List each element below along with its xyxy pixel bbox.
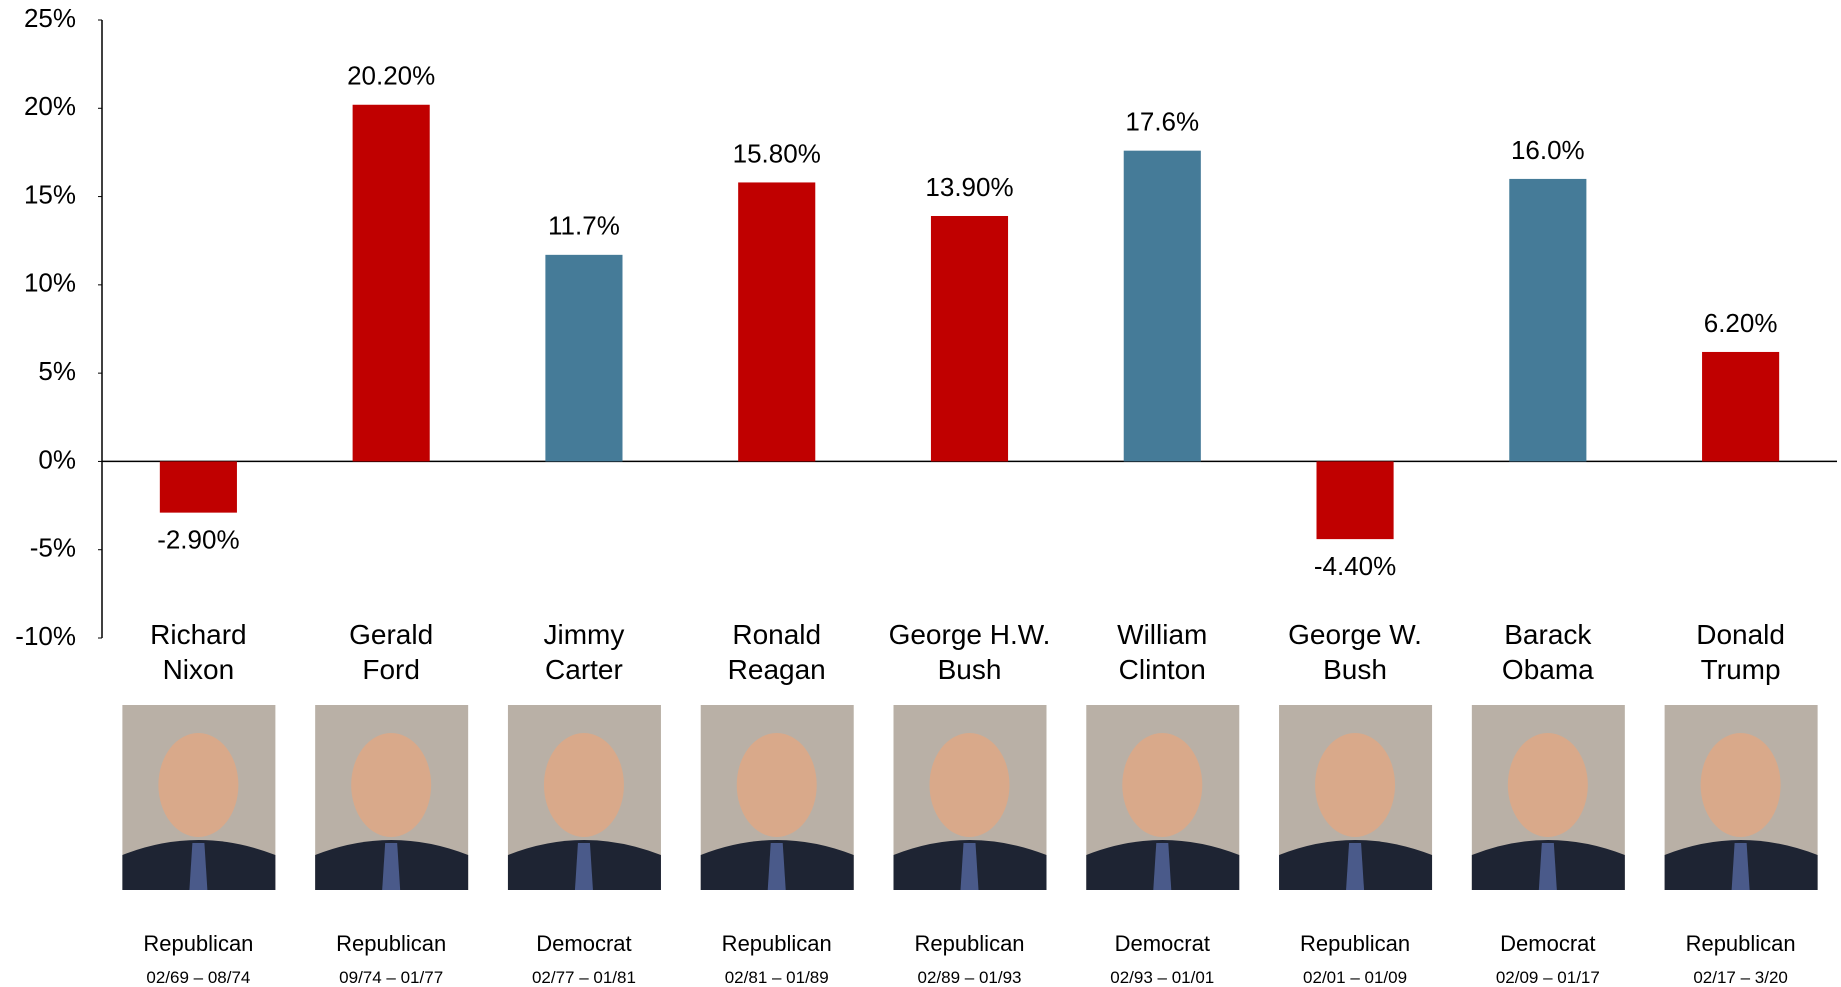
party: Republican bbox=[1300, 931, 1411, 956]
bar bbox=[545, 254, 623, 462]
portrait-face bbox=[736, 733, 817, 837]
y-tick-label: 5% bbox=[38, 356, 76, 386]
portrait-tie bbox=[767, 843, 786, 890]
portrait-tie bbox=[189, 843, 208, 890]
president-name: George H.W. Bush bbox=[888, 619, 1051, 685]
term: 02/17 – 3/20 bbox=[1693, 968, 1788, 987]
party: Republican bbox=[336, 931, 447, 956]
portrait-face bbox=[1122, 733, 1203, 837]
president-name: William Clinton bbox=[1117, 619, 1208, 685]
party: Republican bbox=[143, 931, 254, 956]
portrait-face bbox=[1700, 733, 1781, 837]
president-name: Barack Obama bbox=[1501, 619, 1594, 685]
party: Democrat bbox=[536, 931, 632, 956]
portrait-face bbox=[929, 733, 1010, 837]
y-tick-label: 20% bbox=[24, 91, 76, 121]
value-label: 20.20% bbox=[347, 61, 435, 91]
term: 02/77 – 01/81 bbox=[531, 968, 636, 987]
value-label: 6.20% bbox=[1704, 308, 1778, 338]
president-name: Ronald Reagan bbox=[727, 619, 826, 685]
bar bbox=[1123, 150, 1201, 462]
term: 02/69 – 08/74 bbox=[146, 968, 251, 987]
president-name: Donald Trump bbox=[1696, 619, 1785, 685]
president-name: Richard Nixon bbox=[150, 619, 247, 685]
bar bbox=[352, 104, 430, 462]
portrait-face bbox=[543, 733, 624, 837]
bar bbox=[930, 215, 1009, 462]
term: 02/09 – 01/17 bbox=[1495, 968, 1600, 987]
y-tick-label: 15% bbox=[24, 179, 76, 209]
y-tick-label: 25% bbox=[24, 3, 76, 33]
bar bbox=[1702, 351, 1780, 462]
portrait-tie bbox=[574, 843, 593, 890]
y-tick-label: 10% bbox=[24, 268, 76, 298]
party: Republican bbox=[1685, 931, 1796, 956]
bar bbox=[1316, 461, 1394, 540]
party: Democrat bbox=[1500, 931, 1596, 956]
y-tick-label: 0% bbox=[38, 444, 76, 474]
party: Republican bbox=[914, 931, 1025, 956]
president-name: George W. Bush bbox=[1288, 619, 1422, 685]
value-label: 11.7% bbox=[548, 211, 620, 241]
portrait-tie bbox=[1153, 843, 1172, 890]
term: 02/81 – 01/89 bbox=[724, 968, 829, 987]
term: 09/74 – 01/77 bbox=[339, 968, 444, 987]
portrait-face bbox=[351, 733, 432, 837]
portrait-face bbox=[158, 733, 239, 837]
portrait-tie bbox=[382, 843, 401, 890]
term: 02/93 – 01/01 bbox=[1110, 968, 1215, 987]
portrait-tie bbox=[1346, 843, 1365, 890]
bar bbox=[1509, 178, 1587, 462]
portrait-tie bbox=[960, 843, 979, 890]
portrait-face bbox=[1507, 733, 1588, 837]
president-name: Gerald Ford bbox=[349, 619, 434, 685]
term: 02/89 – 01/93 bbox=[917, 968, 1022, 987]
party: Democrat bbox=[1114, 931, 1210, 956]
bar bbox=[159, 461, 237, 513]
y-tick-label: -5% bbox=[30, 533, 76, 563]
value-label: 17.6% bbox=[1125, 107, 1199, 137]
party: Republican bbox=[721, 931, 832, 956]
portrait-face bbox=[1315, 733, 1396, 837]
portrait-tie bbox=[1538, 843, 1557, 890]
y-tick-label: -10% bbox=[15, 621, 76, 651]
value-label: -2.90% bbox=[157, 525, 239, 555]
value-label: 15.80% bbox=[733, 138, 821, 168]
bar bbox=[738, 182, 816, 462]
president-name: Jimmy Carter bbox=[543, 619, 625, 685]
value-label: 13.90% bbox=[925, 172, 1013, 202]
value-label: 16.0% bbox=[1511, 135, 1585, 165]
value-label: -4.40% bbox=[1314, 551, 1396, 581]
portrait-tie bbox=[1731, 843, 1750, 890]
term: 02/01 – 01/09 bbox=[1303, 968, 1408, 987]
